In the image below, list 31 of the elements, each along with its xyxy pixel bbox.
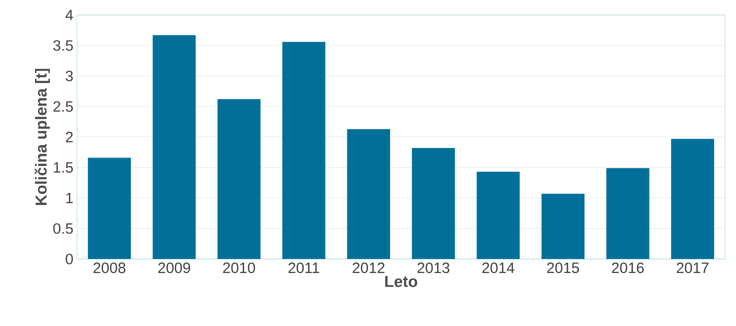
bar bbox=[218, 99, 261, 259]
y-tick-label: 1.5 bbox=[54, 162, 73, 173]
x-tick-label: 2016 bbox=[612, 262, 644, 274]
x-tick-label: 2017 bbox=[676, 262, 708, 274]
y-tick-label: 3.5 bbox=[53, 40, 73, 51]
bar bbox=[347, 129, 390, 259]
y-tick-label: 2 bbox=[66, 132, 73, 142]
y-axis-title: Količina uplena [t] bbox=[34, 68, 50, 206]
y-tick-label: 0 bbox=[66, 254, 73, 264]
bar bbox=[152, 35, 196, 259]
bar bbox=[88, 158, 131, 259]
bar bbox=[476, 172, 520, 259]
bar bbox=[282, 42, 326, 259]
y-tick-label: 1 bbox=[66, 192, 73, 204]
x-tick-label: 2014 bbox=[482, 262, 514, 274]
x-tick-label: 2010 bbox=[223, 262, 256, 274]
y-tick-label: 2.5 bbox=[53, 101, 73, 112]
x-tick-label: 2009 bbox=[158, 262, 190, 274]
x-tick-label: 2012 bbox=[352, 262, 384, 274]
x-tick-label: 2015 bbox=[547, 262, 580, 274]
bar bbox=[542, 194, 585, 259]
x-tick-label: 2011 bbox=[288, 262, 320, 274]
y-tick-label: 4 bbox=[66, 10, 74, 20]
bar bbox=[606, 168, 650, 259]
bar bbox=[412, 148, 455, 259]
x-tick-label: 2013 bbox=[418, 262, 450, 274]
x-tick-label: 2008 bbox=[94, 262, 126, 274]
bar bbox=[671, 138, 714, 259]
y-tick-label: 0.5 bbox=[53, 223, 73, 234]
y-tick-label: 3 bbox=[66, 70, 73, 82]
x-axis-title: Leto bbox=[385, 276, 418, 288]
